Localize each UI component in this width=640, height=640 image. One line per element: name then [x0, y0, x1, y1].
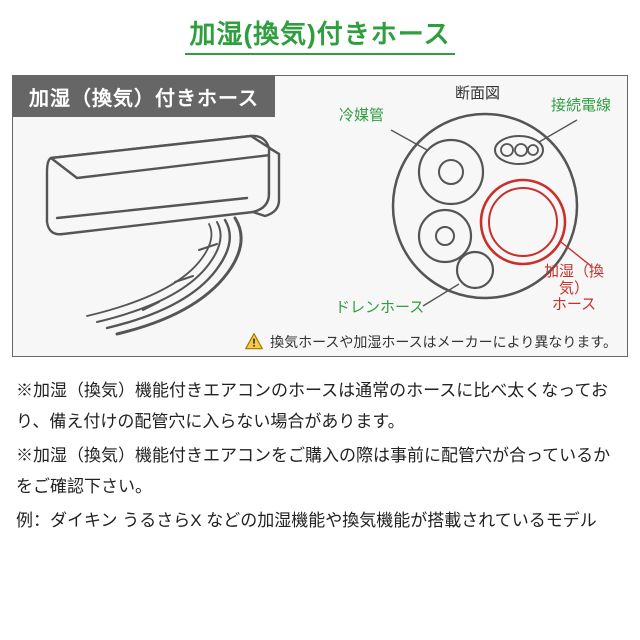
diagram-header: 加湿（換気）付きホース: [13, 76, 275, 117]
notes-block: ※加湿（換気）機能付きエアコンのホースは通常のホースに比べ太くなっており、備え付…: [0, 365, 640, 536]
label-humid-l2: ホース: [552, 296, 596, 313]
label-humid-l1: 加湿（換気）: [544, 263, 604, 297]
note-2: ※加湿（換気）機能付きエアコンをご購入の際は事前に配管穴が合っているかをご確認下…: [16, 440, 624, 503]
warning-text: 換気ホースや加湿ホースはメーカーにより異なります。: [270, 332, 617, 352]
note-1: ※加湿（換気）機能付きエアコンのホースは通常のホースに比べ太くなっており、備え付…: [16, 375, 624, 438]
cross-section-diagram: 断面図 冷媒管 接続電線 ドレンホース 加湿（換気） ホース: [315, 86, 615, 316]
warning-row: 換気ホースや加湿ホースはメーカーにより異なります。: [13, 332, 627, 352]
label-refrigerant: 冷媒管: [339, 108, 384, 125]
diagram-box: 加湿（換気）付きホース: [12, 75, 628, 357]
page-title-text: 加湿(換気)付きホース: [185, 19, 454, 55]
warning-icon: [244, 332, 264, 352]
cross-section-title: 断面図: [455, 86, 500, 103]
label-drain: ドレンホース: [335, 300, 424, 317]
label-humid: 加湿（換気） ホース: [533, 264, 615, 314]
note-3: 例：ダイキン うるさらX などの加湿機能や換気機能が搭載されているモデル: [16, 505, 624, 536]
ac-unit-illustration: [21, 118, 311, 348]
page-title: 加湿(換気)付きホース: [0, 0, 640, 57]
label-wire: 接続電線: [551, 98, 611, 115]
